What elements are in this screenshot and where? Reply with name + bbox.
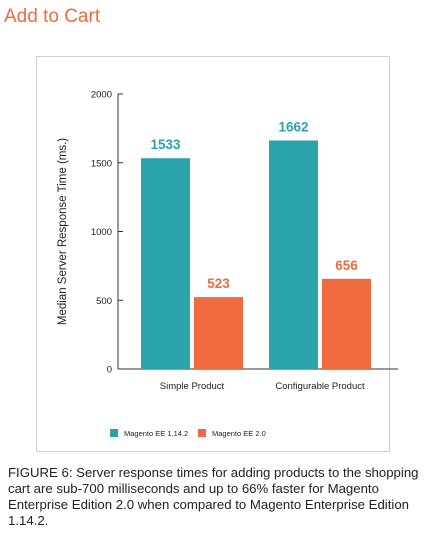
bar [269,140,318,369]
bar [322,278,371,369]
page-title: Add to Cart [4,6,101,27]
y-tick-label: 500 [96,296,112,307]
x-category-label: Simple Product [160,381,225,392]
bar-value-label: 523 [207,276,230,291]
figure-caption: FIGURE 6: Server response times for addi… [8,465,419,528]
y-tick-label: 2000 [91,90,112,101]
legend-swatch [198,429,206,437]
bar-value-label: 656 [335,258,358,273]
bar [141,158,190,369]
bar-value-label: 1533 [150,137,181,152]
y-axis-title: Median Server Response Time (ms.) [57,138,69,325]
bar-value-label: 1662 [278,119,308,134]
legend-swatch [110,429,118,437]
x-category-label: Configurable Product [275,381,365,392]
y-tick-label: 1000 [91,227,112,238]
legend-label: Magento EE 2.0 [212,429,266,438]
y-tick-label: 0 [107,365,112,376]
y-tick-label: 1500 [91,158,112,169]
bar [194,297,243,369]
chart-frame [36,56,390,452]
legend-label: Magento EE 1.14.2 [124,429,188,438]
